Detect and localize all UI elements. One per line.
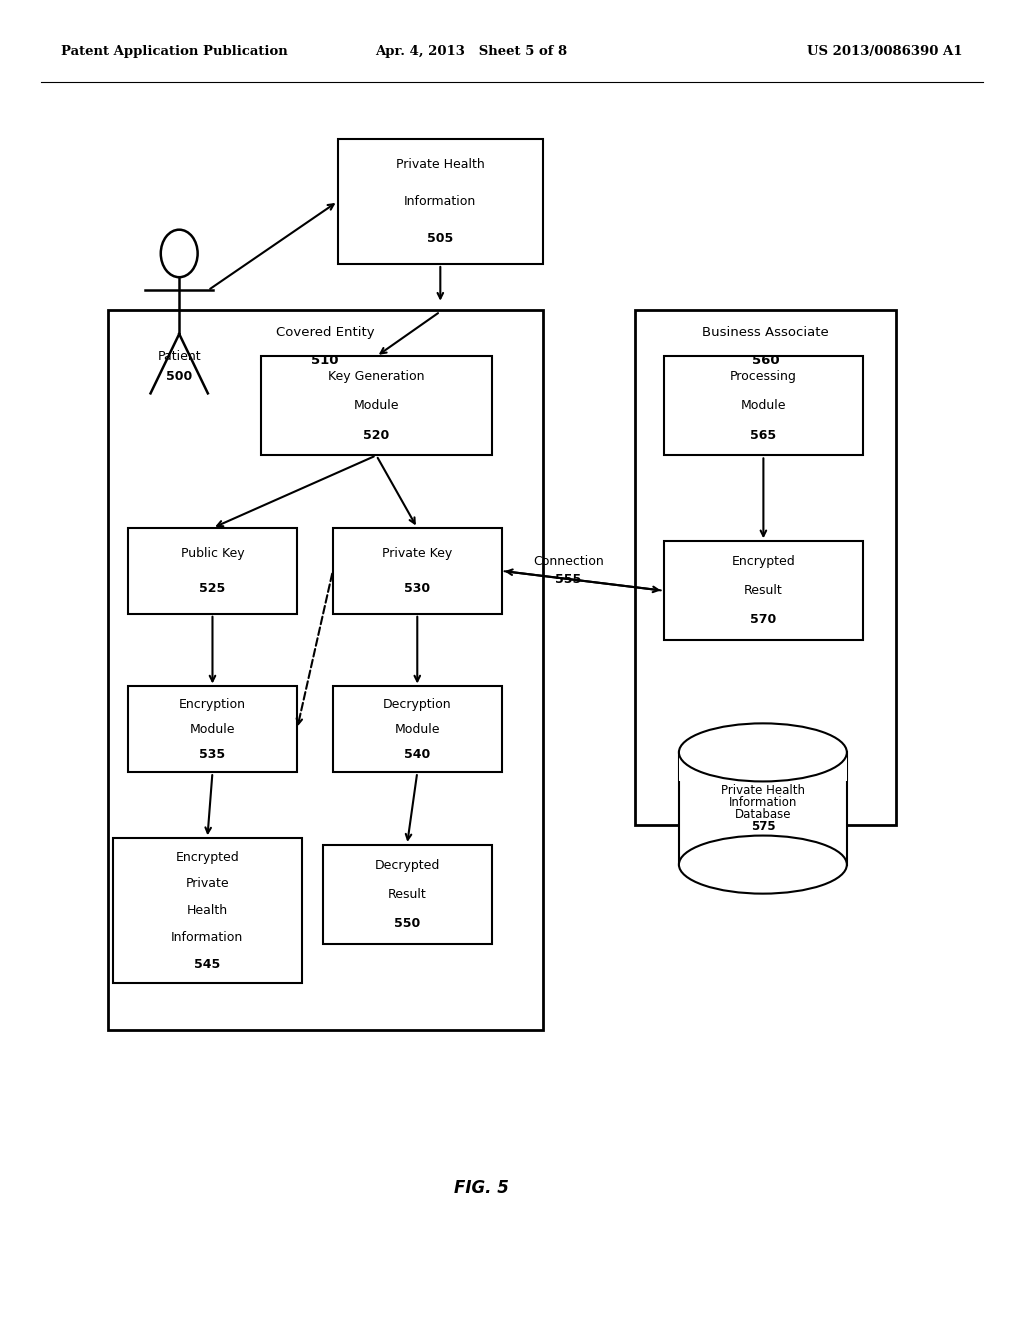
Bar (128, 686, 297, 772)
Text: 520: 520 (364, 429, 389, 441)
Text: Encrypted: Encrypted (731, 556, 796, 568)
Bar (679, 752, 847, 865)
Text: Patent Application Publication: Patent Application Publication (61, 45, 288, 58)
Text: Private Health: Private Health (721, 784, 805, 796)
Text: Connection: Connection (532, 554, 604, 568)
Text: Module: Module (740, 400, 786, 412)
Text: 525: 525 (200, 582, 225, 595)
Text: Apr. 4, 2013   Sheet 5 of 8: Apr. 4, 2013 Sheet 5 of 8 (375, 45, 567, 58)
Text: Result: Result (744, 585, 782, 597)
Text: Public Key: Public Key (180, 546, 245, 560)
Text: Module: Module (353, 400, 399, 412)
Text: Covered Entity: Covered Entity (275, 326, 375, 339)
Text: Encryption: Encryption (179, 697, 246, 710)
Text: FIG. 5: FIG. 5 (454, 1179, 509, 1197)
Bar (113, 838, 302, 983)
Text: 545: 545 (195, 958, 220, 972)
Bar (108, 310, 543, 1030)
Text: Information: Information (729, 796, 797, 809)
Text: Information: Information (171, 931, 244, 944)
Text: 565: 565 (751, 429, 776, 441)
Text: 530: 530 (404, 582, 430, 595)
Text: 500: 500 (166, 370, 193, 383)
Text: Decryption: Decryption (383, 697, 452, 710)
Text: Encrypted: Encrypted (175, 850, 240, 863)
Bar (333, 686, 502, 772)
Text: 550: 550 (394, 917, 420, 929)
Text: 510: 510 (311, 354, 339, 367)
Bar (664, 356, 863, 455)
Ellipse shape (679, 836, 847, 894)
Text: 540: 540 (404, 748, 430, 762)
Text: Health: Health (186, 904, 228, 917)
Text: Processing: Processing (730, 371, 797, 383)
Text: US 2013/0086390 A1: US 2013/0086390 A1 (807, 45, 963, 58)
Text: 575: 575 (751, 821, 775, 833)
Text: 555: 555 (555, 573, 582, 586)
Text: Private Health: Private Health (396, 158, 484, 170)
Text: 535: 535 (200, 748, 225, 762)
Ellipse shape (679, 723, 847, 781)
Bar (338, 139, 543, 264)
Bar (128, 528, 297, 614)
Bar (679, 723, 847, 781)
Text: Module: Module (189, 723, 236, 735)
Text: Decrypted: Decrypted (375, 859, 439, 871)
Text: 505: 505 (427, 232, 454, 244)
Text: Private Key: Private Key (382, 546, 453, 560)
Text: 560: 560 (752, 354, 779, 367)
Text: Private: Private (185, 878, 229, 891)
Text: Module: Module (394, 723, 440, 735)
Text: Information: Information (404, 195, 476, 207)
Bar (323, 845, 492, 944)
Text: Database: Database (734, 808, 792, 821)
Bar (333, 528, 502, 614)
Bar (635, 310, 896, 825)
Text: 570: 570 (751, 614, 776, 626)
Text: Patient: Patient (158, 350, 201, 363)
Bar (664, 541, 863, 640)
Bar (261, 356, 492, 455)
Text: Key Generation: Key Generation (328, 371, 425, 383)
Text: Business Associate: Business Associate (702, 326, 828, 339)
Text: Result: Result (388, 888, 426, 900)
